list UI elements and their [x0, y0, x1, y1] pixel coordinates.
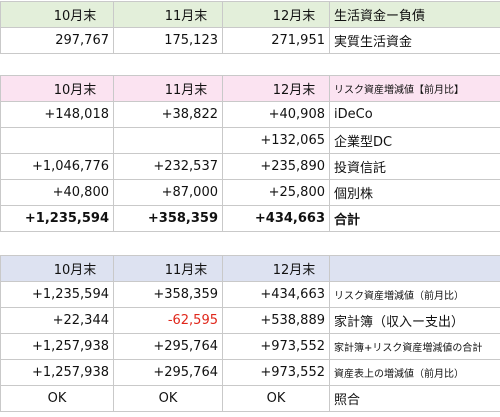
- cell-oct[interactable]: +148,018: [0, 101, 114, 128]
- table-row: +132,065 企業型DC: [0, 127, 500, 154]
- cell-oct[interactable]: +22,344: [0, 307, 114, 334]
- row-label[interactable]: 合計: [329, 205, 500, 232]
- check-nov[interactable]: OK: [113, 385, 223, 412]
- header-row: 10月末 11月末 12月末 リスク資産増減値【前月比】: [0, 75, 500, 102]
- header-row: 10月末 11月末 12月末: [0, 255, 500, 282]
- row-label[interactable]: 個別株: [329, 179, 500, 206]
- cell-oct[interactable]: +1,046,776: [0, 153, 114, 180]
- row-label[interactable]: iDeCo: [329, 101, 500, 128]
- header-nov[interactable]: 11月末: [113, 75, 223, 102]
- risk-assets-table: 10月末 11月末 12月末 リスク資産増減値【前月比】 +148,018 +3…: [0, 75, 500, 232]
- header-label[interactable]: [329, 255, 500, 282]
- cell-nov[interactable]: [113, 127, 223, 154]
- cell-nov[interactable]: +38,822: [113, 101, 223, 128]
- cell-dec[interactable]: 271,951: [222, 27, 330, 54]
- cell-dec[interactable]: +40,908: [222, 101, 330, 128]
- row-label[interactable]: リスク資産増減値（前月比）: [329, 281, 500, 308]
- cell-dec[interactable]: +25,800: [222, 179, 330, 206]
- cell-nov-negative[interactable]: -62,595: [113, 307, 223, 334]
- row-label[interactable]: 家計簿（収入ー支出）: [329, 307, 500, 334]
- cell-dec[interactable]: +235,890: [222, 153, 330, 180]
- cell-dec[interactable]: +538,889: [222, 307, 330, 334]
- cell-dec[interactable]: +132,065: [222, 127, 330, 154]
- cell-nov[interactable]: +87,000: [113, 179, 223, 206]
- row-label[interactable]: 照合: [329, 385, 500, 412]
- living-funds-table: 10月末 11月末 12月末 生活資金ー負債 297,767 175,123 2…: [0, 1, 500, 54]
- header-label[interactable]: 生活資金ー負債: [329, 1, 500, 28]
- header-row: 10月末 11月末 12月末 生活資金ー負債: [0, 1, 500, 28]
- cell-oct[interactable]: +1,235,594: [0, 205, 114, 232]
- row-label[interactable]: 企業型DC: [329, 127, 500, 154]
- cell-nov[interactable]: +295,764: [113, 333, 223, 360]
- cell-dec[interactable]: +434,663: [222, 281, 330, 308]
- table-row: +148,018 +38,822 +40,908 iDeCo: [0, 101, 500, 128]
- cell-nov[interactable]: 175,123: [113, 27, 223, 54]
- header-oct[interactable]: 10月末: [0, 255, 114, 282]
- reconciliation-table: 10月末 11月末 12月末 +1,235,594 +358,359 +434,…: [0, 255, 500, 412]
- cell-nov[interactable]: +232,537: [113, 153, 223, 180]
- table-row: +40,800 +87,000 +25,800 個別株: [0, 179, 500, 206]
- cell-dec[interactable]: +973,552: [222, 333, 330, 360]
- table-row: 297,767 175,123 271,951 実質生活資金: [0, 27, 500, 54]
- header-oct[interactable]: 10月末: [0, 75, 114, 102]
- table-row: +1,257,938 +295,764 +973,552 資産表上の増減値（前月…: [0, 359, 500, 386]
- cell-oct[interactable]: +1,257,938: [0, 333, 114, 360]
- cell-dec[interactable]: +434,663: [222, 205, 330, 232]
- row-label[interactable]: 家計簿+リスク資産増減値の合計: [329, 333, 500, 360]
- row-label[interactable]: 資産表上の増減値（前月比）: [329, 359, 500, 386]
- cell-oct[interactable]: +1,257,938: [0, 359, 114, 386]
- cell-oct[interactable]: [0, 127, 114, 154]
- header-label[interactable]: リスク資産増減値【前月比】: [329, 75, 500, 102]
- check-dec[interactable]: OK: [222, 385, 330, 412]
- table-row: +1,046,776 +232,537 +235,890 投資信託: [0, 153, 500, 180]
- row-label[interactable]: 投資信託: [329, 153, 500, 180]
- cell-nov[interactable]: +358,359: [113, 281, 223, 308]
- cell-oct[interactable]: 297,767: [0, 27, 114, 54]
- check-oct[interactable]: OK: [0, 385, 114, 412]
- header-nov[interactable]: 11月末: [113, 1, 223, 28]
- header-oct[interactable]: 10月末: [0, 1, 114, 28]
- table-row: +1,257,938 +295,764 +973,552 家計簿+リスク資産増減…: [0, 333, 500, 360]
- header-nov[interactable]: 11月末: [113, 255, 223, 282]
- header-dec[interactable]: 12月末: [222, 255, 330, 282]
- cell-oct[interactable]: +40,800: [0, 179, 114, 206]
- check-row: OK OK OK 照合: [0, 385, 500, 412]
- cell-oct[interactable]: +1,235,594: [0, 281, 114, 308]
- header-dec[interactable]: 12月末: [222, 75, 330, 102]
- header-dec[interactable]: 12月末: [222, 1, 330, 28]
- table-row: +22,344 -62,595 +538,889 家計簿（収入ー支出）: [0, 307, 500, 334]
- row-label[interactable]: 実質生活資金: [329, 27, 500, 54]
- cell-nov[interactable]: +295,764: [113, 359, 223, 386]
- cell-nov[interactable]: +358,359: [113, 205, 223, 232]
- table-row: +1,235,594 +358,359 +434,663 リスク資産増減値（前月…: [0, 281, 500, 308]
- cell-dec[interactable]: +973,552: [222, 359, 330, 386]
- total-row: +1,235,594 +358,359 +434,663 合計: [0, 205, 500, 232]
